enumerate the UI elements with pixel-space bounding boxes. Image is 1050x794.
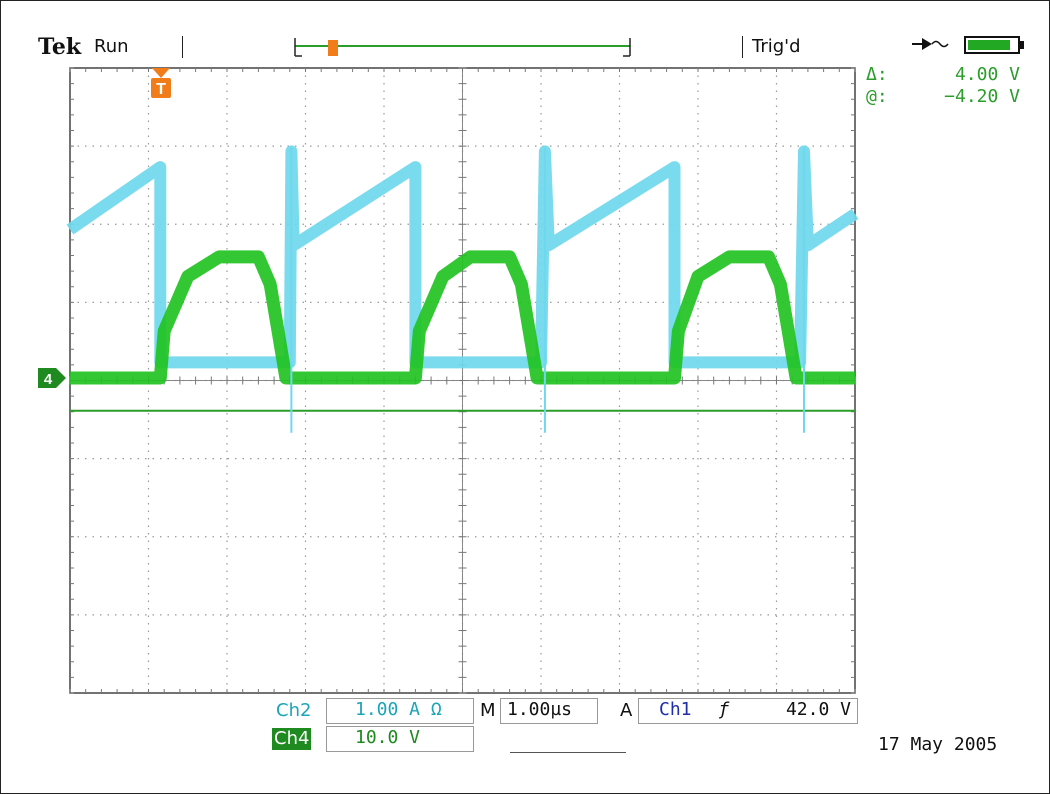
brand-logo: Tek <box>38 34 82 60</box>
battery-icon <box>964 36 1024 54</box>
status-separator <box>742 36 743 58</box>
trigger-source: Ch1 <box>659 699 692 720</box>
cursor-position: @: −4.20 V <box>866 86 1020 107</box>
ch4-ground-marker: 4 <box>38 368 66 388</box>
timebase-label: M <box>480 700 496 721</box>
trigger-setting: Ch1 ƒ 42.0 V <box>638 698 858 724</box>
trigger-level: 42.0 V <box>785 699 851 720</box>
run-state: Run <box>94 36 129 57</box>
ground-marker-label: 4 <box>44 371 53 388</box>
graticule <box>69 67 856 694</box>
ch4-label: Ch4 <box>272 728 312 750</box>
cursor-position-value: −4.20 V <box>944 86 1020 107</box>
record-length-bar <box>294 38 631 57</box>
footer-divider <box>510 752 626 753</box>
record-position-marker <box>328 40 338 56</box>
trigger-mode: A <box>620 700 633 721</box>
trigger-position-marker: T <box>151 68 171 98</box>
status-separator <box>182 36 183 58</box>
ch4-scale: 10.0 V <box>326 726 474 752</box>
cursor-position-label: @: <box>866 86 888 107</box>
cursor-delta-value: 4.00 V <box>954 64 1020 85</box>
timebase-value: 1.00µs <box>500 698 598 724</box>
capture-date: 17 May 2005 <box>878 734 998 755</box>
cursor-delta: Δ: 4.00 V <box>866 64 1020 85</box>
waveform-traces <box>66 145 859 433</box>
trigger-marker-label: T <box>156 81 166 98</box>
trigger-slope-icon: ƒ <box>718 699 730 720</box>
power-plug-icon <box>912 38 949 50</box>
cursor-delta-label: Δ: <box>866 64 888 85</box>
ch2-scale: 1.00 A Ω <box>326 698 474 724</box>
ch2-label: Ch2 <box>276 700 312 721</box>
ch4-voltage-trace <box>70 250 855 385</box>
trigger-status: Trig'd <box>752 36 801 57</box>
